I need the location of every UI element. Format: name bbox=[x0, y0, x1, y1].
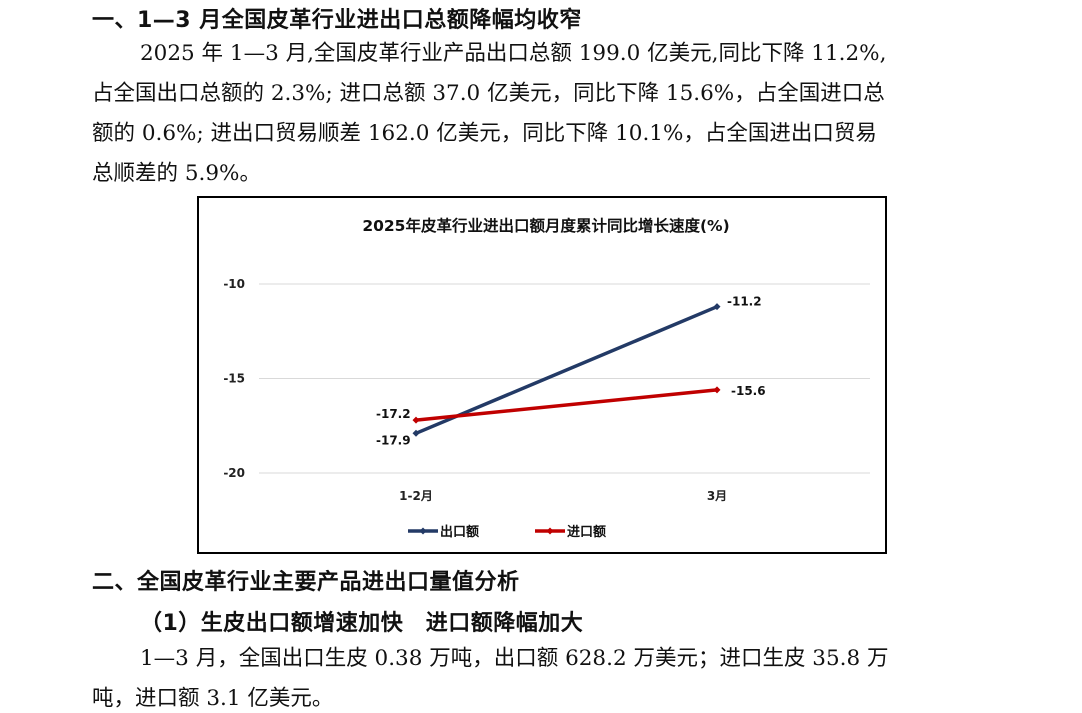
growth-rate-chart: 2025年皮革行业进出口额月度累计同比增长速度(%) -10 -15 -20 1-2… bbox=[197, 196, 887, 554]
data-label-import-1: -17.2 bbox=[376, 407, 411, 421]
x-tick-label-2: 3月 bbox=[707, 489, 727, 503]
data-point-import-1 bbox=[412, 416, 420, 424]
data-label-export-2: -11.2 bbox=[727, 295, 762, 309]
section-2-paragraph-line-2: 吨，进口额 3.1 亿美元。 bbox=[92, 686, 334, 711]
data-label-import-2: -15.6 bbox=[731, 384, 766, 398]
series-line-export bbox=[414, 304, 719, 436]
data-point-export-2 bbox=[713, 303, 721, 311]
data-point-export-1 bbox=[412, 429, 420, 437]
legend-marker-export bbox=[419, 527, 427, 535]
section-1-heading: 一、1—3 月全国皮革行业进出口总额降幅均收窄 bbox=[92, 8, 582, 33]
section-2-paragraph-line-1: 1—3 月，全国出口生皮 0.38 万吨，出口额 628.2 万美元；进口生皮 … bbox=[140, 646, 889, 671]
chart-title: 2025年皮革行业进出口额月度累计同比增长速度(%) bbox=[362, 216, 729, 235]
legend-label-import: 进口额 bbox=[567, 524, 606, 540]
y-tick-label-3: -20 bbox=[223, 466, 245, 480]
section-1-paragraph-line-2: 占全国出口总额的 2.3%; 进口总额 37.0 亿美元，同比下降 15.6%，… bbox=[92, 81, 885, 106]
section-2-heading: 二、全国皮革行业主要产品进出口量值分析 bbox=[92, 570, 520, 595]
y-tick-label-1: -10 bbox=[223, 277, 245, 291]
section-1-paragraph-line-3: 额的 0.6%; 进出口贸易顺差 162.0 亿美元，同比下降 10.1%，占全… bbox=[92, 121, 877, 146]
section-1-paragraph-line-4: 总顺差的 5.9%。 bbox=[92, 161, 261, 186]
section-1-paragraph-line-1: 2025 年 1—3 月,全国皮革行业产品出口总额 199.0 亿美元,同比下降… bbox=[140, 41, 887, 66]
data-label-export-1: -17.9 bbox=[376, 433, 411, 447]
x-tick-label-1: 1-2月 bbox=[399, 489, 433, 503]
legend-marker-import bbox=[546, 527, 554, 535]
section-2-subheading: （1）生皮出口额增速加快 进口额降幅加大 bbox=[140, 611, 584, 636]
y-tick-label-2: -15 bbox=[223, 372, 245, 386]
series-line-import bbox=[414, 388, 719, 422]
data-point-import-2 bbox=[713, 386, 721, 394]
legend-label-export: 出口额 bbox=[440, 524, 479, 540]
